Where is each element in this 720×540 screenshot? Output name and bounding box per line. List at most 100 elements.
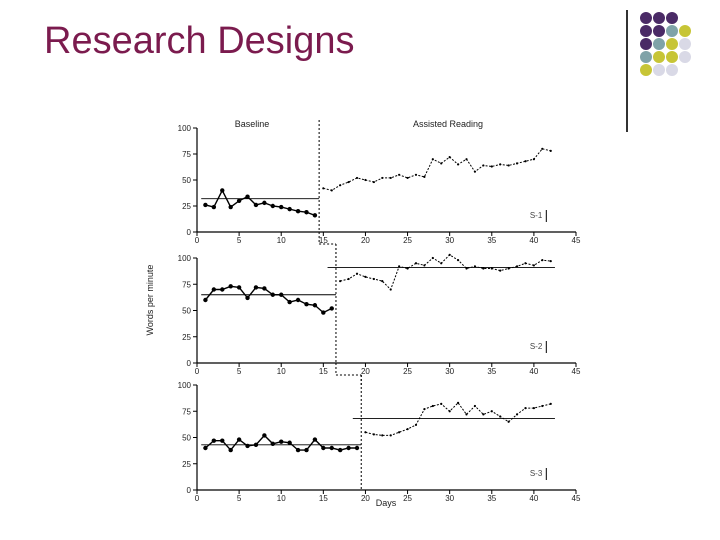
intervention-point: [423, 264, 426, 267]
decorative-dot: [640, 51, 652, 63]
subject-label: S-2: [530, 342, 543, 351]
decorative-dot: [640, 12, 652, 24]
x-tick-label: 45: [572, 367, 581, 376]
baseline-point: [203, 445, 208, 451]
intervention-point: [398, 431, 401, 434]
x-tick-label: 10: [277, 236, 286, 245]
baseline-point: [329, 306, 334, 311]
intervention-point: [364, 178, 367, 182]
intervention-point: [456, 163, 460, 166]
decorative-dot: [666, 12, 678, 24]
x-tick-label: 25: [403, 236, 412, 245]
baseline-point: [236, 198, 242, 203]
y-tick-label: 50: [182, 176, 191, 185]
intervention-point: [372, 433, 375, 436]
subject-label: S-3: [530, 469, 543, 478]
x-tick-label: 25: [403, 367, 412, 376]
baseline-point: [270, 441, 275, 446]
intervention-point: [364, 275, 367, 278]
intervention-series-line: [323, 148, 551, 191]
baseline-point: [236, 437, 242, 442]
intervention-point: [482, 413, 485, 416]
decorative-dot: [666, 25, 678, 37]
y-tick-label: 25: [182, 202, 191, 211]
intervention-point: [398, 265, 401, 268]
baseline-point: [287, 299, 292, 305]
x-tick-label: 35: [487, 494, 496, 503]
intervention-point: [389, 176, 392, 180]
decorative-dot: [679, 38, 691, 50]
decorative-dot: [640, 25, 652, 37]
baseline-point: [295, 209, 301, 214]
baseline-point: [321, 310, 326, 315]
baseline-series-line: [204, 285, 333, 314]
intervention-point: [549, 402, 552, 405]
intervention-point: [448, 156, 451, 159]
baseline-point: [312, 303, 318, 308]
intervention-point: [389, 288, 392, 291]
intervention-point: [532, 407, 535, 410]
intervention-point: [465, 413, 468, 416]
x-tick-label: 10: [277, 367, 286, 376]
intervention-point: [507, 267, 510, 270]
baseline-point: [295, 447, 301, 453]
x-tick-label: 0: [195, 494, 200, 503]
x-tick-label: 25: [403, 494, 412, 503]
intervention-point: [322, 187, 325, 190]
intervention-point: [507, 164, 510, 167]
x-tick-label: 30: [445, 367, 454, 376]
baseline-point: [245, 295, 250, 301]
baseline-point: [211, 438, 217, 443]
intervention-point: [524, 262, 527, 265]
intervention-point: [414, 262, 418, 265]
intervention-point: [431, 256, 434, 260]
intervention-point: [398, 173, 401, 176]
intervention-point: [372, 277, 375, 281]
intervention-point: [549, 260, 552, 263]
baseline-point: [236, 285, 242, 290]
intervention-point: [499, 269, 502, 272]
x-tick-label: 5: [237, 494, 242, 503]
baseline-point: [270, 203, 275, 209]
y-tick-label: 100: [178, 254, 192, 263]
baseline-point: [245, 443, 250, 449]
intervention-point: [381, 434, 384, 437]
baseline-point: [279, 204, 284, 210]
intervention-point: [389, 434, 392, 437]
intervention-point: [515, 265, 519, 268]
baseline-point: [279, 292, 284, 297]
baseline-point: [228, 204, 233, 210]
y-tick-label: 50: [182, 434, 191, 443]
x-tick-label: 35: [487, 367, 496, 376]
intervention-point: [499, 163, 502, 166]
y-tick-label: 25: [182, 460, 191, 469]
intervention-point: [465, 267, 468, 270]
intervention-point: [440, 162, 443, 165]
chart-panel-s-2: 0 25 50 75 100 0 5 10 15 20 25 30 35 40 45 S-2: [178, 248, 581, 376]
intervention-point: [431, 404, 434, 408]
intervention-point: [355, 272, 359, 275]
intervention-point: [339, 184, 342, 187]
baseline-point: [279, 439, 284, 444]
y-tick-label: 75: [182, 407, 191, 416]
baseline-point: [220, 438, 225, 443]
y-tick-label: 75: [182, 280, 191, 289]
baseline-point: [304, 447, 309, 453]
baseline-point: [220, 287, 225, 292]
intervention-point: [440, 402, 443, 405]
x-tick-label: 10: [277, 494, 286, 503]
x-tick-label: 40: [529, 236, 538, 245]
baseline-point: [270, 292, 275, 297]
baseline-point: [253, 285, 259, 290]
intervention-series-line: [340, 254, 551, 291]
intervention-point: [440, 262, 443, 265]
subject-label: S-1: [530, 211, 543, 220]
decorative-dot: [666, 64, 678, 76]
intervention-point: [431, 158, 434, 161]
intervention-point: [465, 158, 468, 161]
baseline-point: [228, 447, 233, 453]
intervention-point: [515, 162, 519, 165]
baseline-point: [228, 284, 233, 289]
intervention-point: [507, 420, 510, 423]
baseline-point: [211, 287, 217, 292]
